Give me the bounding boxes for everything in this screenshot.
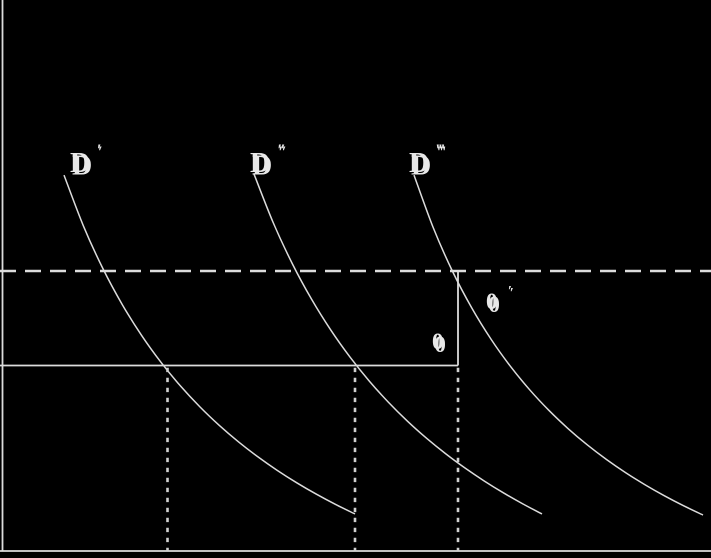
svg-text:″: ″ — [278, 144, 287, 161]
svg-text:D: D — [72, 151, 92, 182]
svg-text:0: 0 — [434, 332, 446, 357]
svg-text:‴: ‴ — [437, 144, 446, 161]
svg-text:D: D — [411, 151, 431, 182]
svg-text:′: ′ — [510, 286, 514, 301]
svg-text:D: D — [252, 151, 272, 182]
svg-text:0: 0 — [488, 292, 500, 317]
svg-text:′: ′ — [98, 144, 103, 161]
